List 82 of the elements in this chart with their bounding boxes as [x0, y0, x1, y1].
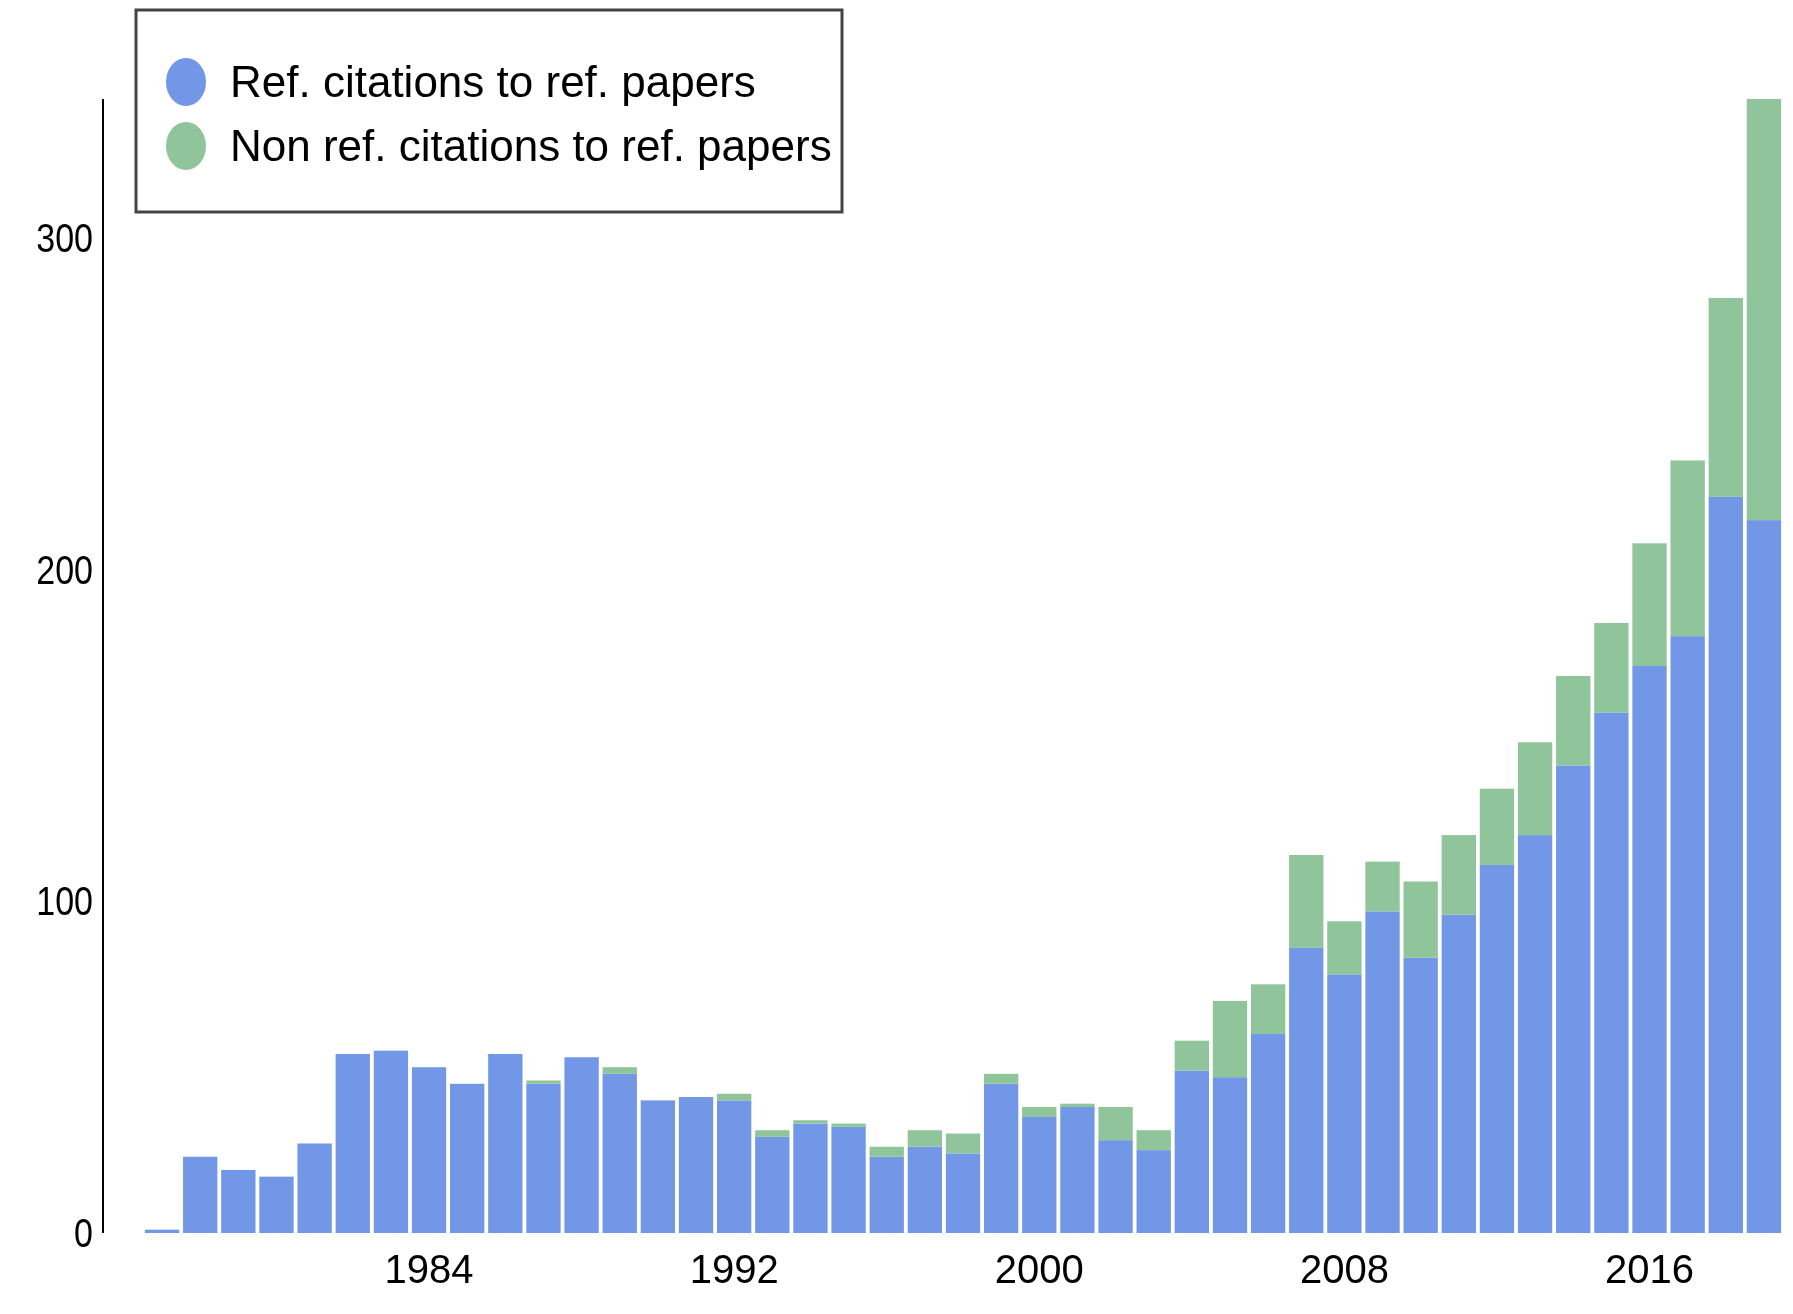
legend-label: Ref. citations to ref. papers [230, 57, 756, 107]
bar [1632, 666, 1667, 1233]
bar [335, 1053, 370, 1233]
bar [1212, 1000, 1248, 1078]
y-tick-label: 300 [36, 215, 93, 261]
bar [1174, 1070, 1209, 1233]
bar [1289, 855, 1324, 948]
bar [1556, 765, 1591, 1233]
bar [1098, 1107, 1133, 1141]
bar [1365, 911, 1400, 1233]
bar [1517, 742, 1553, 836]
x-tick-label: 2016 [1605, 1247, 1694, 1291]
bar [259, 1176, 294, 1233]
x-tick-label: 2000 [994, 1247, 1084, 1291]
bar [983, 1083, 1019, 1233]
bar [1022, 1107, 1057, 1117]
bar [221, 1170, 256, 1233]
bar [183, 1156, 218, 1233]
bar [1327, 921, 1362, 975]
bar [1708, 496, 1743, 1233]
bar [1479, 788, 1515, 865]
bar [983, 1073, 1019, 1084]
bar [1365, 861, 1400, 912]
bar [1327, 974, 1362, 1233]
y-tick-label: 200 [36, 547, 93, 593]
bar [1632, 543, 1667, 666]
bar [640, 1100, 676, 1233]
bar [1670, 460, 1705, 637]
bar [602, 1067, 637, 1074]
bar [1098, 1140, 1133, 1233]
bar [945, 1133, 981, 1154]
bar [1746, 99, 1782, 521]
bar [1060, 1103, 1095, 1107]
bar [526, 1083, 561, 1233]
bar [1250, 984, 1286, 1035]
bar [373, 1050, 409, 1233]
bar [1670, 636, 1705, 1233]
bar [1441, 835, 1476, 915]
bar [945, 1153, 981, 1233]
bar [450, 1083, 485, 1233]
bar [1403, 881, 1438, 958]
bar [1136, 1130, 1171, 1151]
bar [1594, 622, 1629, 713]
y-tick-label: 100 [36, 878, 93, 925]
bar [488, 1053, 523, 1233]
bar [1174, 1040, 1209, 1071]
bar [1441, 914, 1476, 1233]
bar [1022, 1116, 1057, 1233]
bar [1250, 1034, 1286, 1233]
legend-label: Non ref. citations to ref. papers [230, 121, 832, 171]
bar [869, 1156, 904, 1233]
bar [678, 1097, 714, 1233]
bar [717, 1100, 752, 1233]
bar [1708, 297, 1743, 497]
bar [1403, 957, 1438, 1233]
bar [1517, 835, 1553, 1233]
bar [793, 1123, 828, 1233]
bar [297, 1143, 332, 1233]
bar [793, 1120, 828, 1124]
bar [831, 1126, 866, 1233]
bar [1594, 712, 1629, 1233]
bar [831, 1123, 866, 1127]
x-tick-label: 1992 [689, 1247, 779, 1291]
bar [564, 1057, 599, 1233]
bar [1556, 675, 1591, 766]
bar [1746, 520, 1782, 1233]
y-tick-label: 0 [74, 1210, 93, 1256]
x-tick-label: 2008 [1299, 1247, 1389, 1291]
bar [1060, 1107, 1095, 1233]
bar [411, 1067, 447, 1233]
bar [907, 1146, 943, 1233]
bar [1212, 1077, 1248, 1233]
bar [755, 1136, 790, 1233]
bar [869, 1146, 904, 1157]
bar [755, 1130, 790, 1137]
bar [526, 1080, 561, 1084]
bar [907, 1130, 943, 1147]
bar [1479, 864, 1515, 1233]
bar [602, 1073, 637, 1233]
bar [1289, 947, 1324, 1233]
x-tick-label: 1984 [384, 1247, 474, 1291]
bar [1136, 1150, 1171, 1233]
